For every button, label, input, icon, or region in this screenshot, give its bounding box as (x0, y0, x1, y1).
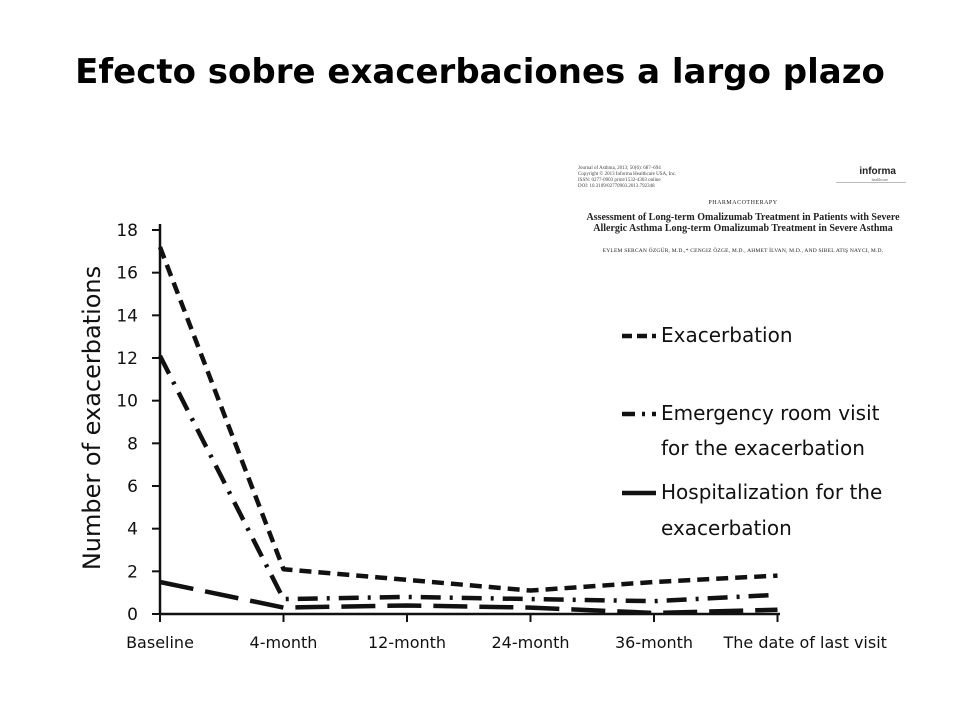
chart-series (157, 246, 778, 616)
slide-title: Efecto sobre exacerbaciones a largo plaz… (75, 52, 885, 92)
paper-meta: Journal of Asthma, 2013; 50(6): 687–694 … (578, 166, 778, 190)
x-tick-label: 12-month (368, 633, 446, 652)
y-tick-label: 14 (116, 306, 138, 326)
x-ticks: Baseline 4-month 12-month 24-month 36-month T… (126, 614, 887, 652)
legend-label: Hospitalization for the (661, 480, 882, 504)
series-line (159, 579, 778, 616)
y-tick-label: 8 (127, 434, 138, 454)
series-line (157, 246, 778, 593)
y-tick-label: 4 (127, 520, 138, 540)
legend-label: for the exacerbation (661, 436, 865, 460)
paper-authors: EYLEM SERCAN ÖZGÜR, M.D.,* CENGIZ ÖZGE, … (602, 248, 884, 254)
paper-meta-line: DOI: 10.3109/02770903.2013.792348 (578, 184, 655, 189)
y-tick-label: 16 (116, 264, 138, 284)
publisher-logo: informa (859, 166, 896, 177)
x-tick-label: 4-month (250, 633, 318, 652)
paper-meta-line: ISSN: 0277-0903 print/1532-4303 online (578, 178, 661, 183)
paper-title-line: Assessment of Long-term Omalizumab Treat… (586, 212, 900, 223)
x-tick-label: The date of last visit (723, 633, 887, 652)
y-axis-label: Number of exacerbations (78, 266, 106, 570)
legend-label: Exacerbation (661, 323, 793, 347)
series-line (157, 354, 778, 604)
x-tick-label: 24-month (491, 633, 569, 652)
x-tick-label: Baseline (126, 633, 194, 652)
y-tick-label: 6 (127, 477, 138, 497)
paper-meta-line: Journal of Asthma, 2013; 50(6): 687–694 (578, 166, 661, 171)
paper-header-thumbnail: Journal of Asthma, 2013; 50(6): 687–694 … (578, 160, 908, 260)
paper-section: PHARMACOTHERAPY (708, 200, 778, 206)
paper-title: Assessment of Long-term Omalizumab Treat… (578, 212, 908, 234)
y-tick-label: 10 (116, 392, 138, 412)
paper-meta-line: Copyright © 2013 Informa Healthcare USA,… (578, 172, 677, 177)
y-ticks: 0 2 4 6 8 10 12 14 16 18 (116, 221, 160, 625)
y-tick-label: 0 (127, 605, 138, 625)
chart-legend: Exacerbation Emergency room visit for the … (622, 323, 882, 540)
legend-label: exacerbation (661, 516, 792, 540)
y-tick-label: 12 (116, 349, 138, 369)
paper-title-line: Allergic Asthma Long-term Omalizumab Tre… (593, 223, 893, 234)
legend-label: Emergency room visit (661, 401, 880, 425)
publisher-rule (836, 182, 906, 183)
publisher-subtitle: healthcare (871, 177, 888, 182)
y-tick-label: 18 (116, 221, 138, 241)
y-tick-label: 2 (127, 562, 138, 582)
x-tick-label: 36-month (615, 633, 693, 652)
